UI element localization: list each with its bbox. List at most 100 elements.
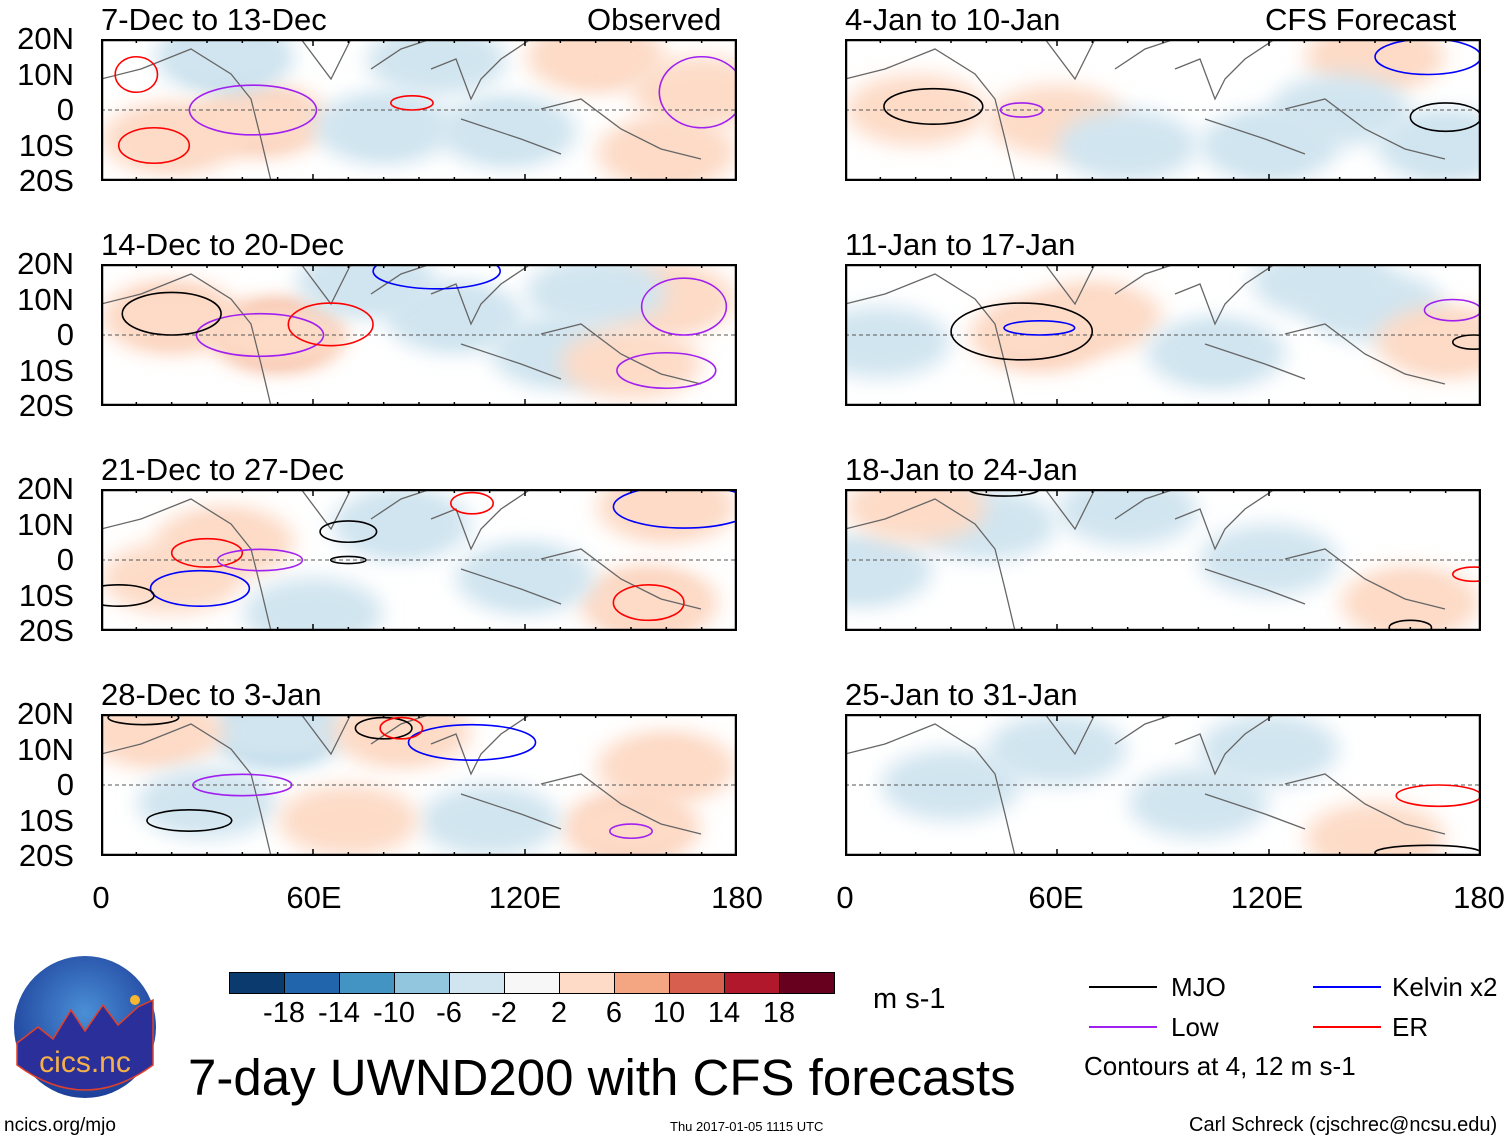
contour-er: [1451, 566, 1481, 583]
colorbar-label: -10: [373, 997, 415, 1029]
anomaly-shading: [101, 714, 224, 768]
anomaly-shading: [1305, 802, 1445, 856]
lat-label: 10S: [18, 127, 74, 163]
contour-er: [114, 55, 159, 94]
anomaly-shading: [596, 489, 737, 543]
anomaly-shading: [1375, 109, 1481, 181]
anomaly-shading: [525, 39, 666, 93]
colorbar-units: m s-1: [873, 983, 946, 1015]
anomaly-shading: [207, 714, 348, 768]
colorbar-label: -18: [263, 997, 305, 1029]
colorbar-label: -2: [491, 997, 517, 1029]
anomaly-shading: [419, 784, 560, 856]
lon-label: 0: [92, 880, 110, 915]
panel-title: 25-Jan to 31-Jan: [845, 677, 1078, 712]
colorbar-swatch: [614, 972, 670, 994]
anomaly-shading: [596, 731, 737, 804]
contour-er: [612, 584, 685, 622]
anomaly-shading: [1022, 281, 1163, 354]
legend-line-er: [1313, 1026, 1381, 1028]
observed-label: Observed: [587, 2, 722, 37]
forecast-label: CFS Forecast: [1265, 2, 1457, 37]
coastlines: [101, 714, 702, 856]
contour-low: [195, 312, 325, 358]
panel-title: 4-Jan to 10-Jan: [845, 2, 1061, 37]
contour-mjo: [329, 555, 367, 565]
map-panel: [844, 488, 1482, 632]
colorbar-swatch: [229, 972, 285, 994]
colorbar-swatch: [284, 972, 340, 994]
panel-title: 18-Jan to 24-Jan: [845, 452, 1078, 487]
contour-kelvin: [612, 489, 737, 529]
lat-label: 10S: [18, 577, 74, 613]
contour-mjo: [967, 489, 1041, 497]
lat-label: 0: [56, 542, 74, 577]
anomaly-shading: [1375, 306, 1481, 379]
footer-url: ncics.org/mjo: [4, 1115, 116, 1136]
colorbar-label: -14: [318, 997, 360, 1029]
contour-low: [640, 277, 728, 336]
lon-label: 180: [1453, 880, 1505, 915]
map-panel: [844, 38, 1482, 182]
coastlines: [101, 489, 702, 631]
contour-er: [379, 716, 424, 740]
colorbar-label: 6: [605, 997, 623, 1029]
anomaly-shading: [845, 534, 933, 607]
anomaly-shading: [1199, 714, 1339, 786]
contour-mjo: [101, 584, 155, 607]
footer-timestamp: Thu 2017-01-05 1115 UTC: [670, 1119, 824, 1134]
lat-label: 20N: [17, 696, 74, 731]
colorbar-label: 2: [550, 997, 568, 1029]
lon-label: 60E: [286, 880, 342, 915]
colorbar-swatch: [394, 972, 450, 994]
panel-title: 14-Dec to 20-Dec: [101, 227, 344, 262]
map-panel: [100, 263, 738, 407]
contour-mjo: [1451, 334, 1481, 350]
lat-label: 0: [56, 92, 74, 127]
lat-label: 10N: [17, 506, 74, 542]
lat-label: 10S: [18, 352, 74, 388]
panel-title: 21-Dec to 27-Dec: [101, 452, 344, 487]
contour-er: [170, 537, 244, 568]
legend-line-kelvin: [1313, 986, 1381, 988]
panel-title: 7-Dec to 13-Dec: [101, 2, 327, 37]
colorbar-label: 18: [762, 997, 796, 1029]
anomaly-shading: [455, 541, 595, 614]
contour-note: Contours at 4, 12 m s-1: [1084, 1051, 1356, 1081]
lat-label: 20S: [18, 163, 74, 198]
colorbar-swatch: [724, 972, 780, 994]
anomaly-shading: [1340, 566, 1481, 631]
anomaly-shading: [1057, 489, 1198, 547]
colorbar-swatch: [449, 972, 505, 994]
map-panel: [100, 488, 738, 632]
contour-kelvin: [372, 264, 501, 290]
colorbar-label: 14: [707, 997, 741, 1029]
anomaly-shading: [1128, 766, 1269, 839]
contour-mjo: [319, 520, 378, 544]
anomaly-shading: [1057, 109, 1198, 181]
lat-label: 10S: [18, 802, 74, 838]
colorbar-swatch: [779, 972, 835, 994]
map-panel: [100, 713, 738, 857]
lat-label: 20S: [18, 613, 74, 648]
contour-low: [999, 102, 1044, 118]
anomaly-shading: [525, 264, 666, 329]
logo-text: cics.nc: [39, 1046, 131, 1079]
contour-low: [188, 84, 318, 136]
contour-kelvin: [1003, 320, 1076, 336]
anomaly-shading: [437, 95, 578, 168]
contour-low: [609, 823, 653, 840]
coastlines: [101, 264, 702, 406]
map-panel: [844, 263, 1482, 407]
colorbar-label: -6: [436, 997, 462, 1029]
lon-label: 0: [836, 880, 854, 915]
anomaly-shading: [596, 116, 737, 181]
contour-er: [117, 126, 191, 165]
contour-low: [658, 55, 737, 129]
legend-label-low: Low: [1171, 1012, 1219, 1042]
colorbar-label: 10: [652, 997, 686, 1029]
anomaly-shading: [845, 489, 986, 543]
lat-label: 10N: [17, 731, 74, 767]
anomaly-shading: [845, 306, 951, 379]
anomaly-shading: [561, 327, 701, 400]
